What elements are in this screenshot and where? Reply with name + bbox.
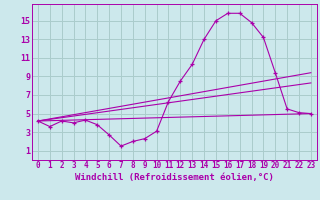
X-axis label: Windchill (Refroidissement éolien,°C): Windchill (Refroidissement éolien,°C) [75, 173, 274, 182]
